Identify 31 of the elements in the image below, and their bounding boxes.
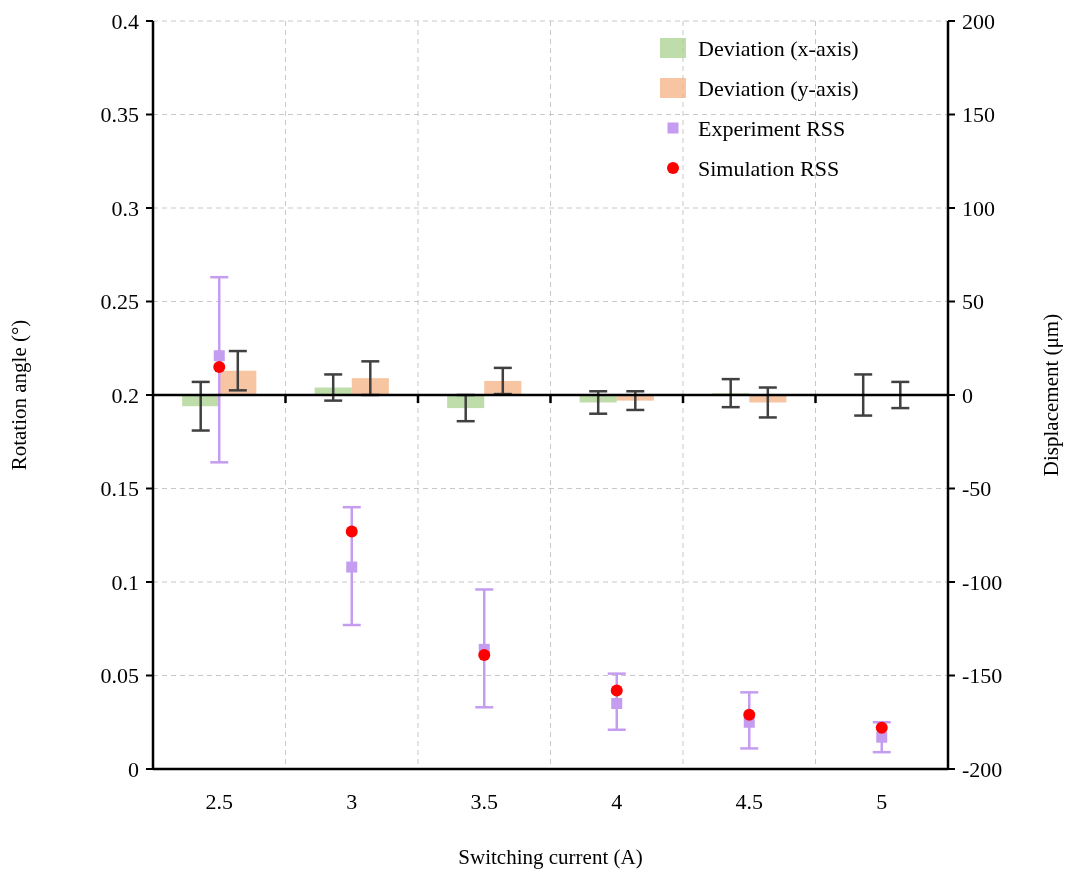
y-tick-label: 0.1 xyxy=(111,569,139,595)
x-tick-label: 3 xyxy=(346,789,358,814)
y2-tick-label: 50 xyxy=(962,289,984,314)
y-tick-label: 0.3 xyxy=(111,195,139,221)
legend-label: Deviation (x-axis) xyxy=(698,35,859,61)
y-tick-label: 0.2 xyxy=(111,382,139,408)
x-tick-label: 5 xyxy=(876,789,888,814)
y2-tick-label: 150 xyxy=(962,102,995,127)
legend-label: Experiment RSS xyxy=(698,115,846,141)
x-tick-label: 2.5 xyxy=(205,789,233,814)
y2-tick-label: -150 xyxy=(962,663,1003,688)
y2-tick-label: 0 xyxy=(962,382,973,408)
y2-axis-title: Displacement (μm) xyxy=(1039,313,1063,477)
y-tick-label: 0.05 xyxy=(100,663,139,688)
y-tick-label: 0.4 xyxy=(111,8,139,34)
y-tick-label: 0 xyxy=(128,756,139,782)
y-axis-title: Rotation angle (°) xyxy=(7,319,31,471)
x-tick-label: 4.5 xyxy=(735,789,763,814)
y2-tick-label: -100 xyxy=(962,569,1003,595)
y2-tick-label: 200 xyxy=(962,8,995,34)
x-tick-label: 3.5 xyxy=(470,789,498,814)
legend-label: Simulation RSS xyxy=(698,155,840,181)
y-tick-label: 0.15 xyxy=(100,476,139,501)
x-tick-label: 4 xyxy=(611,789,623,814)
x-axis-title: Switching current (A) xyxy=(458,845,643,869)
y2-tick-label: -200 xyxy=(962,756,1003,782)
y2-tick-label: 100 xyxy=(962,195,995,221)
legend-label: Deviation (y-axis) xyxy=(698,75,859,101)
y2-tick-label: -50 xyxy=(962,476,992,501)
y-tick-label: 0.35 xyxy=(100,102,139,127)
y-tick-label: 0.25 xyxy=(100,289,139,314)
